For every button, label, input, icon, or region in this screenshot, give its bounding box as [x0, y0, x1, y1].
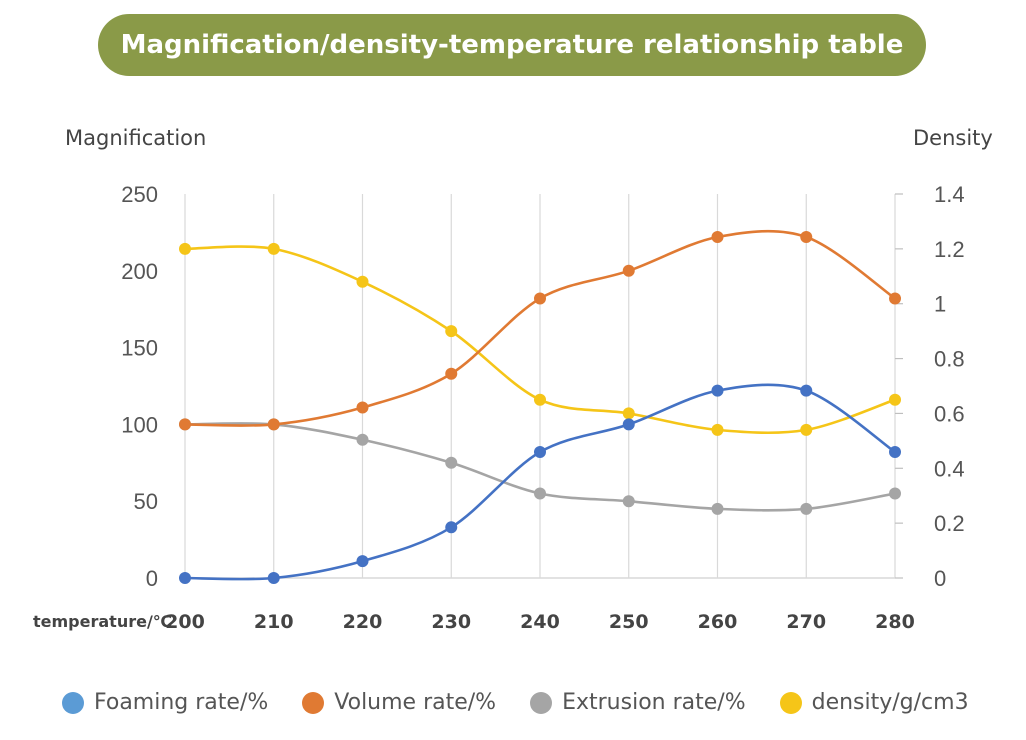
- density-point: [534, 393, 546, 406]
- left-axis-title: Magnification: [65, 126, 207, 150]
- density-point: [179, 242, 191, 255]
- volume-rate-point: [534, 292, 546, 305]
- legend-item: density/g/cm3: [779, 690, 969, 715]
- density-point: [800, 423, 813, 436]
- volume-rate-point: [800, 231, 813, 244]
- volume-rate-point: [711, 231, 724, 244]
- extrusion-rate-point: [622, 495, 635, 508]
- x-tick-label: 200: [165, 611, 205, 633]
- right-axis-tick-label: 1: [934, 292, 946, 317]
- foaming-rate-point: [622, 418, 635, 431]
- foaming-rate-point: [711, 384, 724, 397]
- x-tick-label: 240: [520, 611, 560, 633]
- foaming-rate-point: [889, 446, 901, 459]
- legend-swatch: [779, 691, 802, 714]
- right-axis-tick-label: 0.8: [934, 347, 965, 372]
- volume-rate-point: [889, 292, 901, 305]
- left-axis-tick-label: 200: [121, 259, 158, 284]
- volume-rate-point: [267, 418, 280, 431]
- x-tick-label: 250: [609, 611, 649, 633]
- left-axis-tick-label: 0: [146, 566, 158, 591]
- right-axis-tick-label: 0: [934, 566, 946, 591]
- right-axis-tick-label: 0.4: [934, 456, 965, 481]
- extrusion-rate-point: [889, 487, 901, 500]
- volume-rate-point: [356, 401, 369, 414]
- density-point: [889, 393, 901, 406]
- legend-item: Foaming rate/%: [62, 690, 268, 715]
- right-axis-tick-label: 1.2: [934, 237, 965, 262]
- legend-label: Foaming rate/%: [94, 690, 269, 715]
- legend-swatch: [302, 691, 325, 714]
- extrusion-rate-point: [534, 487, 546, 500]
- x-tick-label: 230: [431, 611, 471, 633]
- volume-rate-point: [445, 367, 458, 380]
- x-tick-label: 220: [343, 611, 383, 633]
- density-point: [267, 242, 280, 255]
- volume-rate-point: [622, 264, 635, 277]
- legend-label: density/g/cm3: [811, 690, 969, 715]
- legend-label: Volume rate/%: [334, 690, 497, 715]
- x-tick-label: 210: [254, 611, 294, 633]
- foaming-rate-point: [445, 521, 458, 534]
- volume-rate-point: [179, 418, 191, 431]
- x-tick-label: 280: [875, 611, 915, 633]
- x-tick-label: 260: [698, 611, 738, 633]
- legend-item: Extrusion rate/%: [530, 690, 746, 715]
- right-axis-tick-label: 1.4: [934, 182, 965, 207]
- foaming-rate-point: [800, 384, 813, 397]
- legend-swatch: [530, 691, 553, 714]
- legend-label: Extrusion rate/%: [562, 690, 746, 715]
- left-axis-tick-label: 50: [134, 489, 158, 514]
- density-point: [445, 325, 458, 338]
- left-axis-tick-label: 100: [121, 412, 158, 437]
- right-axis-tick-label: 0.6: [934, 401, 965, 426]
- extrusion-rate-point: [445, 456, 458, 469]
- extrusion-rate-point: [800, 502, 813, 515]
- foaming-rate-point: [267, 572, 280, 584]
- extrusion-rate-point: [356, 433, 369, 446]
- foaming-rate-point: [534, 446, 546, 459]
- chart-canvas: 0 50 100 150 200 250 0 0.2 0.4 0.6 0.8 1 1.2 1.4 tempe…: [33, 182, 965, 633]
- density-point: [356, 275, 369, 288]
- legend-swatch: [62, 691, 84, 714]
- legend: Foaming rate/% Volume rate/% Extrusion rat…: [62, 690, 1003, 715]
- right-axis-tick-label: 0.2: [934, 511, 965, 536]
- left-axis-tick-label: 250: [121, 182, 158, 207]
- right-axis-title: Density: [913, 126, 993, 150]
- legend-item: Volume rate/%: [302, 690, 496, 715]
- density-point: [711, 423, 724, 436]
- extrusion-rate-point: [711, 502, 724, 515]
- foaming-rate-point: [356, 555, 369, 568]
- x-axis-title: temperature/℃: [33, 612, 172, 631]
- density-point: [622, 407, 635, 420]
- foaming-rate-point: [179, 572, 191, 584]
- chart-title: Magnification/density-temperature relati…: [98, 14, 926, 76]
- x-tick-label: 270: [786, 611, 826, 633]
- left-axis-tick-label: 150: [121, 336, 158, 361]
